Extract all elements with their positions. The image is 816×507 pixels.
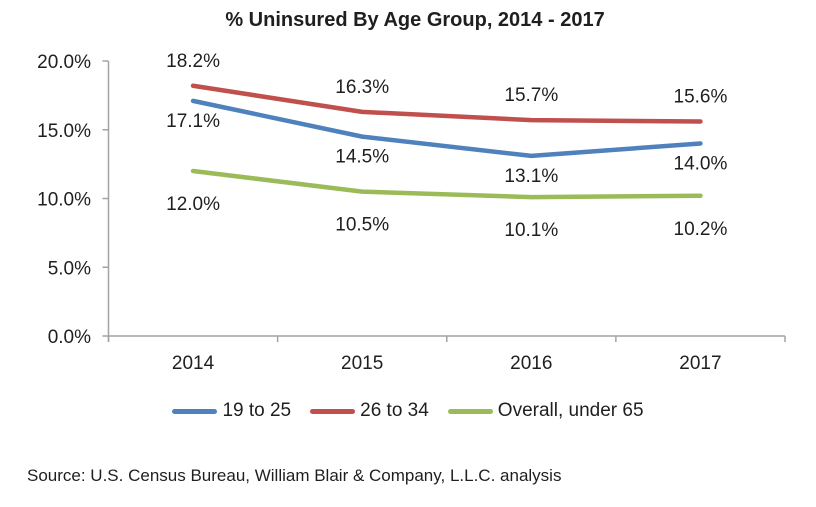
data-point-label: 15.6% xyxy=(674,87,728,108)
line-chart-plot-area: 20.0% 15.0% 10.0% 5.0% 0.0% 2014 2015 2016 2017 1… xyxy=(37,51,786,374)
series-line-19-to-25 xyxy=(190,98,703,159)
y-axis-tick-label: 5.0% xyxy=(48,258,91,279)
data-point-label: 12.0% xyxy=(166,194,220,215)
series-line-overall-under-65 xyxy=(190,168,703,200)
legend-item-19-to-25: 19 to 25 xyxy=(172,400,291,422)
x-axis-tick-label: 2017 xyxy=(679,353,721,374)
y-axis-tick-label: 10.0% xyxy=(37,190,91,211)
chart-title: % Uninsured By Age Group, 2014 - 2017 xyxy=(225,9,605,31)
x-axis-tick-label: 2015 xyxy=(341,353,383,374)
data-point-label: 10.1% xyxy=(504,220,558,241)
legend-label-overall-under-65: Overall, under 65 xyxy=(497,400,644,421)
data-point-label: 18.2% xyxy=(166,51,220,72)
y-axis-tick-label: 0.0% xyxy=(48,327,91,348)
y-axis-tick-label: 15.0% xyxy=(37,121,91,142)
legend-item-26-to-34: 26 to 34 xyxy=(310,400,429,422)
data-point-label: 14.0% xyxy=(674,154,728,175)
data-point-label: 14.5% xyxy=(335,147,389,168)
data-point-label: 17.1% xyxy=(166,111,220,132)
data-point-label: 10.5% xyxy=(335,215,389,236)
data-point-label: 10.2% xyxy=(674,219,728,240)
data-point-label: 13.1% xyxy=(504,166,558,187)
legend-label-19-to-25: 19 to 25 xyxy=(222,400,292,421)
legend-line-swatch-green xyxy=(447,408,493,414)
x-axis-tick-label: 2014 xyxy=(172,353,215,374)
legend-item-overall-under-65: Overall, under 65 xyxy=(447,400,644,422)
legend-label-26-to-34: 26 to 34 xyxy=(360,400,429,421)
legend-line-swatch-blue xyxy=(172,408,218,414)
x-axis-tick-label: 2016 xyxy=(510,353,552,374)
data-point-label: 15.7% xyxy=(504,85,558,106)
legend-line-swatch-red xyxy=(310,408,356,414)
data-point-label: 16.3% xyxy=(335,77,389,98)
series-line-26-to-34 xyxy=(190,83,703,124)
source-note: Source: U.S. Census Bureau, William Blai… xyxy=(27,466,562,485)
chart-legend: 19 to 25 26 to 34 Overall, under 65 xyxy=(0,399,816,423)
y-axis-tick-label: 20.0% xyxy=(37,52,91,73)
